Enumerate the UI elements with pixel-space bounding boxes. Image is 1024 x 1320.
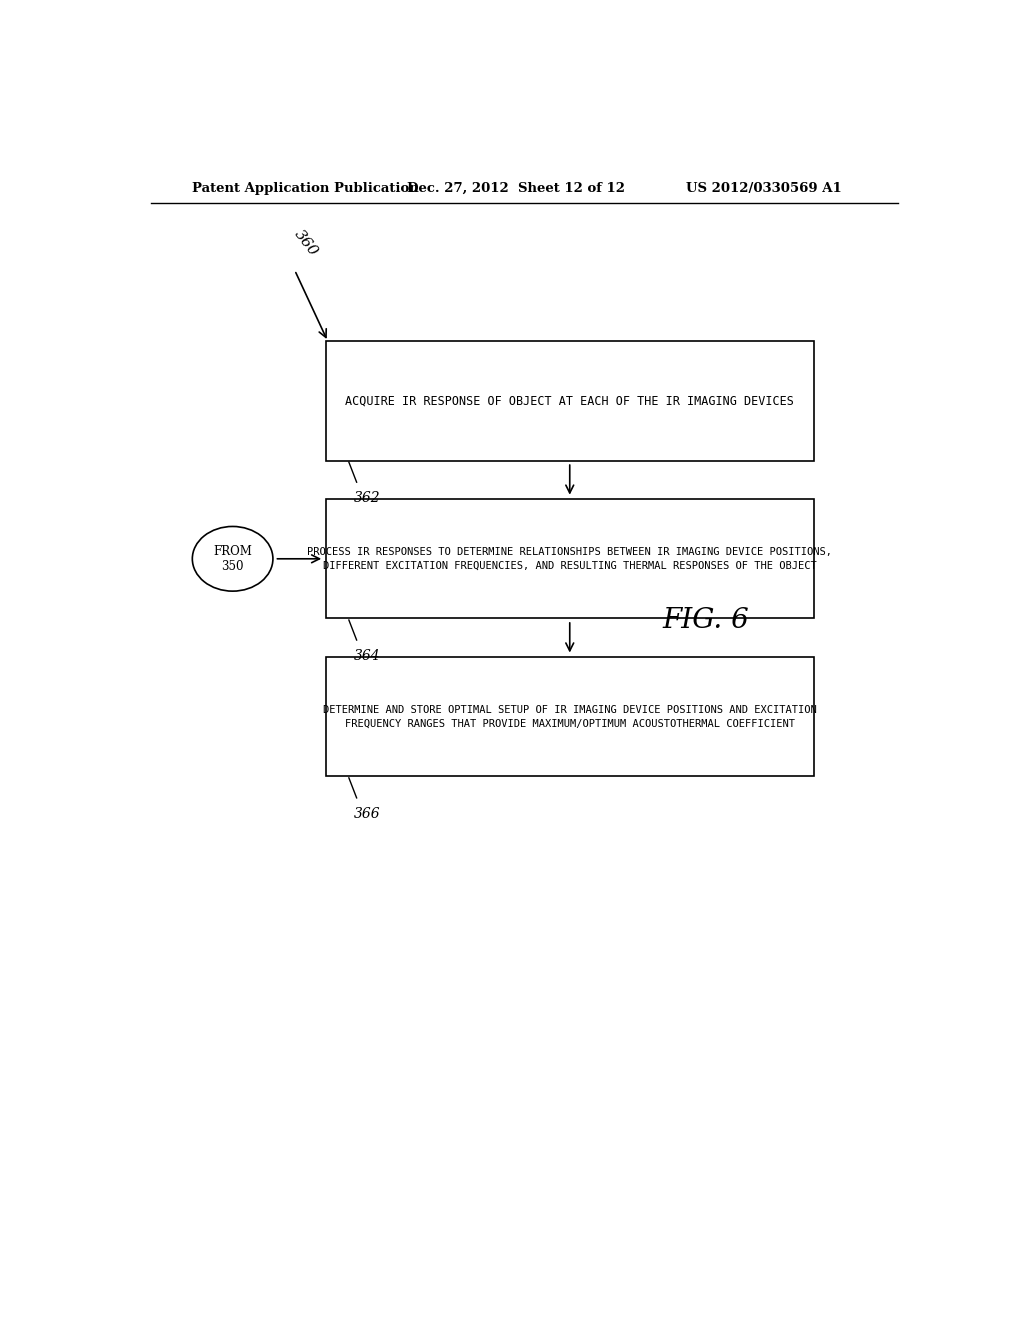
Text: PROCESS IR RESPONSES TO DETERMINE RELATIONSHIPS BETWEEN IR IMAGING DEVICE POSITI: PROCESS IR RESPONSES TO DETERMINE RELATI… — [307, 546, 833, 570]
Text: ACQUIRE IR RESPONSE OF OBJECT AT EACH OF THE IR IMAGING DEVICES: ACQUIRE IR RESPONSE OF OBJECT AT EACH OF… — [345, 395, 795, 408]
Bar — [326, 657, 814, 776]
Text: 362: 362 — [354, 491, 381, 506]
Text: FROM
350: FROM 350 — [213, 545, 252, 573]
Bar — [326, 499, 814, 619]
Text: Patent Application Publication: Patent Application Publication — [191, 182, 418, 194]
Text: FIG. 6: FIG. 6 — [663, 607, 750, 634]
Bar — [326, 342, 814, 461]
Text: 364: 364 — [354, 649, 381, 663]
Text: 366: 366 — [354, 807, 381, 821]
Text: 360: 360 — [292, 227, 321, 259]
Text: DETERMINE AND STORE OPTIMAL SETUP OF IR IMAGING DEVICE POSITIONS AND EXCITATION
: DETERMINE AND STORE OPTIMAL SETUP OF IR … — [323, 705, 816, 729]
Text: US 2012/0330569 A1: US 2012/0330569 A1 — [686, 182, 842, 194]
Ellipse shape — [193, 527, 273, 591]
Text: Dec. 27, 2012  Sheet 12 of 12: Dec. 27, 2012 Sheet 12 of 12 — [407, 182, 625, 194]
